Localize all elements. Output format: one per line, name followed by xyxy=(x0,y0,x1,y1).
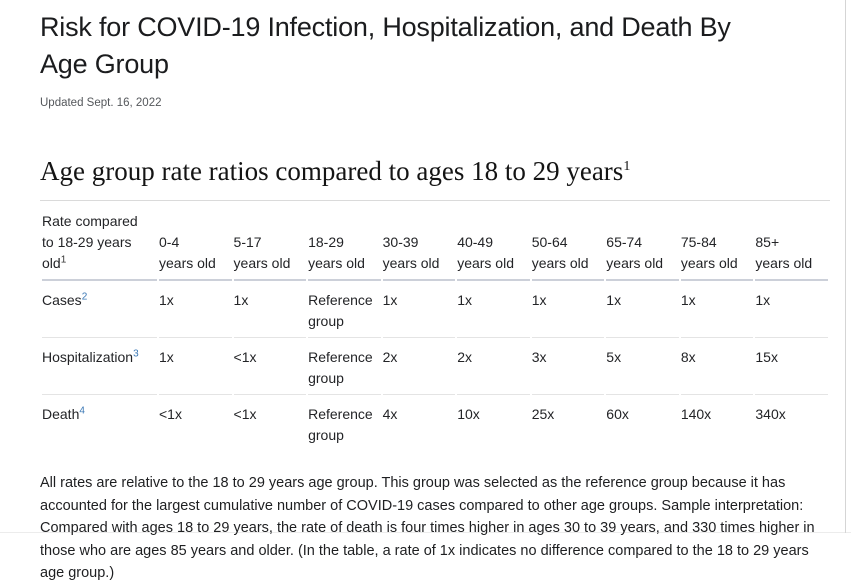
rate-cell: Reference group xyxy=(308,406,373,444)
section-heading-footnote-link[interactable]: 1 xyxy=(623,159,631,174)
page-title: Risk for COVID-19 Infection, Hospitaliza… xyxy=(40,9,818,83)
row-label-text: Cases xyxy=(42,292,82,309)
col-range: 5-17 xyxy=(233,234,262,251)
col-range: 30-39 xyxy=(382,234,419,251)
rate-cell: 140x xyxy=(680,406,712,423)
rate-cell: <1x xyxy=(233,406,257,423)
rate-cell: 1x xyxy=(755,281,828,339)
col-suffix: years old xyxy=(531,255,589,272)
col-suffix: years old xyxy=(606,255,664,272)
col-suffix: years old xyxy=(382,255,440,272)
col-header-65-74: 65-74 years old xyxy=(606,201,679,282)
col-header-0-4: 0-4 years old xyxy=(159,201,232,282)
cases-footnote-link[interactable]: 2 xyxy=(81,291,88,303)
rate-cell: 5x xyxy=(606,338,679,396)
rate-cell: 1x xyxy=(159,281,232,339)
hospitalization-footnote-link[interactable]: 3 xyxy=(133,348,139,360)
page-title-line1: Risk for COVID-19 Infection, Hospitaliza… xyxy=(40,12,731,42)
col-header-30-39: 30-39 years old xyxy=(382,201,456,282)
rate-cell: 1x xyxy=(382,281,456,339)
col-suffix: years old xyxy=(308,255,365,272)
rate-cell: 340x xyxy=(755,406,786,423)
rate-cell: 60x xyxy=(606,406,629,423)
rate-cell: 1x xyxy=(159,338,232,396)
section-heading: Age group rate ratios compared to ages 1… xyxy=(40,155,818,187)
table-header-row: Rate compared to 18-29 years old1 0-4 yea… xyxy=(42,201,828,282)
col-suffix: years old xyxy=(457,255,514,272)
rate-cell: 3x xyxy=(531,338,605,396)
rate-cell: 1x xyxy=(233,281,307,339)
rate-ratio-table-wrap: Rate compared to 18-29 years old1 0-4 yea… xyxy=(40,200,830,451)
table-note: All rates are relative to the 18 to 29 y… xyxy=(40,475,815,582)
rate-cell: 1x xyxy=(606,281,679,339)
col-header-rate-compared: Rate compared to 18-29 years old1 xyxy=(42,201,157,282)
col-range: 85+ xyxy=(755,234,780,251)
rate-ratio-section: Age group rate ratios compared to ages 1… xyxy=(40,155,830,585)
rate-cell: 15x xyxy=(755,338,828,396)
page-right-divider xyxy=(845,0,846,533)
rate-cell: 8x xyxy=(680,338,754,396)
col-header-40-49: 40-49 years old xyxy=(457,201,530,282)
col-suffix: years old xyxy=(159,255,216,272)
row-label-text: Hospitalization xyxy=(42,349,134,366)
col-range: 0-4 xyxy=(159,234,180,251)
death-footnote-link[interactable]: 4 xyxy=(79,405,85,417)
corner-label: Rate compared to 18-29 years old xyxy=(42,213,138,272)
page-title-line2: Age Group xyxy=(40,49,169,79)
rate-cell: 2x xyxy=(457,338,530,396)
rate-cell: 2x xyxy=(382,338,456,396)
table-row-cases: Cases2 1x 1x Reference group 1x 1x 1x 1x… xyxy=(42,281,828,339)
col-range: 40-49 xyxy=(457,234,493,251)
col-header-75-84: 75-84 years old xyxy=(680,201,754,282)
updated-date: Updated Sept. 16, 2022 xyxy=(40,97,162,109)
row-label-death: Death4 xyxy=(42,395,157,451)
col-range: 50-64 xyxy=(531,234,568,251)
col-suffix: years old xyxy=(680,255,738,272)
rate-ratio-table: Rate compared to 18-29 years old1 0-4 yea… xyxy=(40,201,830,451)
rate-cell: 10x xyxy=(457,406,480,423)
col-suffix: years old xyxy=(233,255,291,272)
col-header-5-17: 5-17 years old xyxy=(233,201,307,282)
rate-cell: 25x xyxy=(531,406,555,423)
page-header: Risk for COVID-19 Infection, Hospitaliza… xyxy=(40,9,818,109)
row-label-hospitalization: Hospitalization3 xyxy=(42,338,157,396)
rate-cell: 1x xyxy=(457,281,530,339)
table-row-hospitalization: Hospitalization3 1x <1x Reference group … xyxy=(42,338,828,396)
col-range: 18-29 xyxy=(308,234,344,251)
rate-cell: <1x xyxy=(159,406,182,423)
corner-footnote-link[interactable]: 1 xyxy=(60,254,67,266)
col-range: 65-74 xyxy=(606,234,643,251)
section-heading-text: Age group rate ratios compared to ages 1… xyxy=(40,156,624,186)
rate-cell: <1x xyxy=(233,338,307,396)
rate-cell: Reference group xyxy=(308,338,381,396)
row-label-cases: Cases2 xyxy=(42,281,157,339)
rate-cell: 1x xyxy=(531,281,605,339)
col-range: 75-84 xyxy=(680,234,717,251)
col-header-18-29: 18-29 years old xyxy=(308,201,381,282)
rate-cell: 1x xyxy=(680,281,754,339)
row-label-text: Death xyxy=(42,406,80,423)
col-suffix: years old xyxy=(755,255,813,272)
col-header-50-64: 50-64 years old xyxy=(531,201,605,282)
rate-cell: Reference group xyxy=(308,281,381,339)
table-row-death: Death4 <1x <1x Reference group 4x 10x 25… xyxy=(42,395,828,451)
col-header-85-plus: 85+ years old xyxy=(755,201,828,282)
rate-cell: 4x xyxy=(382,406,398,423)
